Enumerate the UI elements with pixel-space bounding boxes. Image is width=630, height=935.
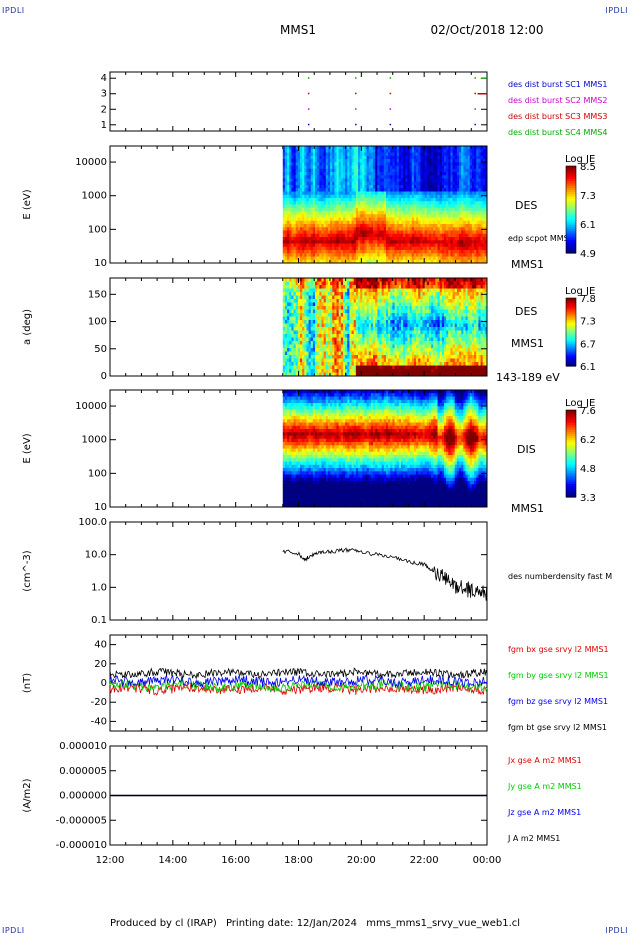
burst-mark bbox=[390, 93, 392, 95]
burst-legend-4: des dist burst SC4 MMS4 bbox=[508, 128, 607, 137]
burst-mark bbox=[308, 124, 310, 126]
y-tick-label: 1000 bbox=[82, 191, 107, 202]
overlay-label: edp scpot MMS1 bbox=[508, 234, 574, 243]
y-tick-label: 10 bbox=[94, 258, 107, 269]
y-tick-label: 2 bbox=[101, 104, 107, 115]
burst-mark bbox=[355, 108, 357, 110]
burst-mark bbox=[390, 77, 392, 79]
y-tick-label: 100 bbox=[88, 224, 107, 235]
burst-mark bbox=[355, 77, 357, 79]
instrument-label: DES bbox=[515, 199, 537, 212]
panel-frame-burst bbox=[110, 72, 487, 131]
colorbar-des-energy-tick-label: 8.5 bbox=[580, 162, 596, 173]
burst-mark bbox=[355, 124, 357, 126]
heatmap-des-energy bbox=[283, 146, 488, 264]
burst-mark bbox=[355, 93, 357, 95]
burst-mark bbox=[474, 93, 476, 95]
colorbar-des-energy-tick-label: 6.1 bbox=[580, 220, 596, 231]
burst-mark bbox=[308, 108, 310, 110]
mission-title: MMS1 bbox=[280, 23, 316, 37]
spacecraft-label: MMS1 bbox=[511, 258, 544, 271]
figure: MMS1 02/Oct/2018 12:00 1 2 3 4 des dist burs… bbox=[0, 0, 630, 915]
burst-mark bbox=[390, 108, 392, 110]
y-tick-label: 4 bbox=[101, 73, 107, 84]
burst-legend-1: des dist burst SC1 MMS1 bbox=[508, 80, 607, 89]
burst-mark bbox=[308, 93, 310, 95]
colorbar-des-energy-tick-label: 4.9 bbox=[580, 249, 596, 260]
colorbar-des-energy-tick-label: 7.3 bbox=[580, 191, 596, 202]
y-tick-label: 3 bbox=[101, 89, 107, 100]
burst-mark bbox=[474, 108, 476, 110]
burst-mark bbox=[390, 124, 392, 126]
date-title: 02/Oct/2018 12:00 bbox=[430, 23, 543, 37]
y-tick-label: 10000 bbox=[75, 157, 107, 168]
burst-legend-3: des dist burst SC3 MMS3 bbox=[508, 112, 607, 121]
burst-mark bbox=[308, 77, 310, 79]
y-axis-label: E (eV) bbox=[22, 189, 33, 219]
burst-mark bbox=[474, 77, 476, 79]
y-tick-label: 1 bbox=[101, 120, 107, 131]
burst-mark bbox=[474, 124, 476, 126]
heatmap-des-pitch bbox=[283, 278, 488, 377]
burst-legend-2: des dist burst SC2 MMS2 bbox=[508, 96, 607, 105]
